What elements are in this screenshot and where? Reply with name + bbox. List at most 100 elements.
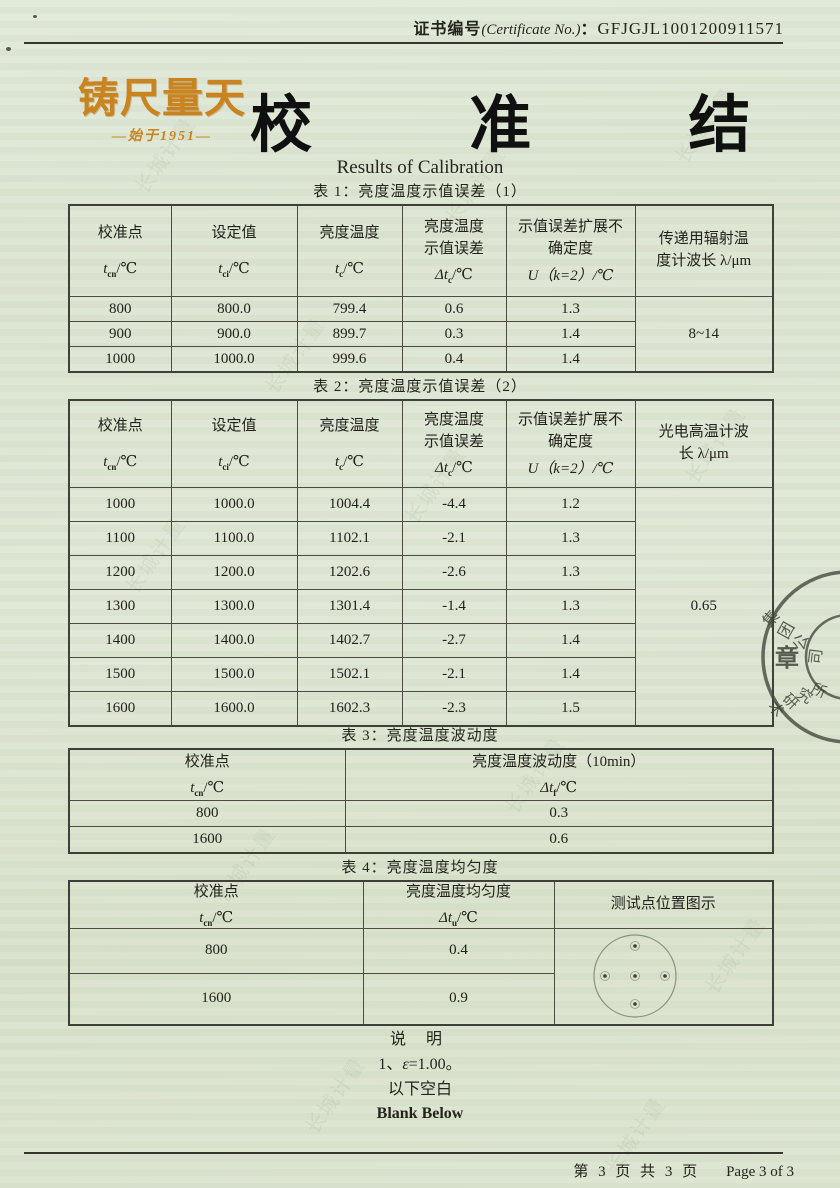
svg-text:究: 究	[794, 685, 816, 707]
table-row: 1600 1600.0 1602.3 -2.3 1.5	[68, 691, 773, 727]
footer-rule	[24, 1152, 783, 1154]
col-header-cal-point: 校准点 tcn/℃	[68, 204, 172, 297]
table-cell: 0.6	[401, 296, 507, 322]
table-cell: 799.4	[296, 296, 403, 322]
table-cell: -4.4	[401, 487, 507, 522]
table-row: 1000 1000.0 999.6 0.4 1.4	[68, 346, 773, 373]
table-fluctuation: 校准点 tcn/℃ 亮度温度波动度（10min） Δtf/℃ 800 0.3 1600 0…	[68, 748, 774, 854]
table-cell: 1.5	[505, 691, 636, 727]
col-header-indication-error: 亮度温度 示值误差 Δtc/℃	[401, 204, 507, 297]
table-header-row: 校准点 tcn/℃ 设定值 tci/℃ 亮度温度 tc/℃ 亮度温度 示值误差 Δtc/…	[68, 204, 774, 297]
table-cell: 1000	[68, 487, 172, 522]
institute-logo: 铸尺量天 —始于1951—	[72, 75, 252, 145]
table-indication-error-2: 校准点 tcn/℃ 设定值 tci/℃ 亮度温度 tc/℃ 亮度温度 示值误差 Δtc/…	[68, 399, 774, 727]
table-cell: 1600	[68, 826, 346, 854]
table-cell: 1.4	[505, 346, 636, 373]
table-cell: 1.4	[505, 623, 636, 658]
table-cell: 0.3	[401, 321, 507, 347]
table-cell: 1500	[68, 657, 172, 692]
table3-caption: 表 3：亮度温度波动度	[341, 728, 499, 744]
col-header-fluctuation: 亮度温度波动度（10min） Δtf/℃	[344, 748, 774, 801]
header-rule	[24, 42, 783, 44]
svg-text:所: 所	[809, 680, 830, 702]
table-cell: 1200	[68, 555, 172, 590]
table4-caption: 表 4：亮度温度均匀度	[341, 860, 499, 876]
table-row: 800 0.3	[68, 800, 774, 827]
certificate-number: GFJGJL1001200911571	[597, 19, 784, 38]
table-uniformity: 校准点 tcn/℃ 亮度温度均匀度 Δtu/℃ 测试点位置图示 800 0.4 160…	[68, 880, 774, 1026]
table-cell: 1000.0	[170, 346, 298, 373]
svg-text:章: 章	[775, 644, 799, 672]
table-row: 1600 0.9	[68, 972, 773, 1026]
blank-below-en: Blank Below	[376, 1105, 464, 1123]
table-cell: 0.4	[401, 346, 507, 373]
table-indication-error-1: 校准点 tcn/℃ 设定值 tci/℃ 亮度温度 tc/℃ 亮度温度 示值误差 Δtc/…	[68, 204, 774, 373]
table-cell: 1.3	[505, 521, 636, 556]
table-cell: 1000	[68, 346, 172, 373]
table-row: 1000 1000.0 1004.4 -4.4 1.2 0.65	[68, 487, 774, 727]
table-cell: 1.4	[505, 321, 636, 347]
table-cell: 999.6	[296, 346, 403, 373]
certificate-label-en: (Certificate No.)	[481, 22, 581, 38]
col-header-set-value: 设定值 tci/℃	[170, 399, 298, 488]
table-cell: 800	[68, 800, 346, 827]
table-row: 900 900.0 899.7 0.3 1.4	[68, 321, 773, 347]
col-header-luminance-temp: 亮度温度 tc/℃	[296, 204, 403, 297]
table-row: 800 0.4	[68, 927, 774, 1026]
page-number-cn: 第 3 页 共 3 页	[573, 1164, 701, 1180]
col-header-uniformity: 亮度温度均匀度 Δtu/℃	[362, 880, 555, 929]
svg-text:司: 司	[807, 647, 826, 665]
col-header-cal-point: 校准点 tcn/℃	[68, 748, 346, 801]
table-cell: 1.4	[505, 657, 636, 692]
note-emissivity: 1、ε=1.00。	[378, 1055, 462, 1073]
table3-block: 表 3：亮度温度波动度 校准点 tcn/℃ 亮度温度波动度（10min） Δtf/℃…	[68, 724, 774, 854]
col-header-test-point-diagram: 测试点位置图示	[553, 880, 774, 929]
table-cell: 1301.4	[296, 589, 403, 624]
col-header-cal-point: 校准点 tcn/℃	[68, 880, 364, 929]
table-cell: 800.0	[170, 296, 298, 322]
table-header-row: 校准点 tcn/℃ 设定值 tci/℃ 亮度温度 tc/℃ 亮度温度 示值误差 Δtc/…	[68, 399, 774, 488]
table-cell: 1.3	[505, 589, 636, 624]
table-cell: -2.1	[401, 657, 507, 692]
table-header-row: 校准点 tcn/℃ 亮度温度波动度（10min） Δtf/℃	[68, 748, 774, 801]
table-cell: 1100	[68, 521, 172, 556]
table-cell: -2.1	[401, 521, 507, 556]
table-cell: -1.4	[401, 589, 507, 624]
table-cell: 1004.4	[296, 487, 403, 522]
table-cell: 0.6	[344, 826, 774, 854]
table-cell: 900.0	[170, 321, 298, 347]
table-row: 1600 0.6	[68, 826, 774, 854]
table2-block: 表 2：亮度温度示值误差（2） 校准点 tcn/℃ 设定值 tci/℃ 亮度温度 tc…	[68, 375, 774, 727]
table-cell: -2.6	[401, 555, 507, 590]
table-cell: 8~14	[634, 296, 774, 373]
table-cell: 1.3	[505, 555, 636, 590]
page-title: 校 准 结 果	[250, 91, 840, 160]
table-cell: 1300.0	[170, 589, 298, 624]
col-header-wavelength: 光电高温计波 长 λ/μm	[634, 399, 774, 488]
table-row: 800 800.0 799.4 0.6 1.3 8~14	[68, 296, 774, 373]
page-number: 第 3 页 共 3 页 Page 3 of 3	[573, 1160, 794, 1181]
test-point-diagram	[593, 934, 677, 1018]
notes-block: 说 明 1、ε=1.00。 以下空白 Blank Below	[68, 1028, 772, 1127]
table-cell: 1.3	[505, 296, 636, 322]
table-cell	[553, 927, 774, 1026]
certificate-number-line: 证书编号(Certificate No.)：GFJGJL100120091157…	[413, 15, 784, 39]
table-cell: 1502.1	[296, 657, 403, 692]
table-row: 1500 1500.0 1502.1 -2.1 1.4	[68, 657, 773, 692]
table-cell: -2.3	[401, 691, 507, 727]
table-cell: 1402.7	[296, 623, 403, 658]
table-cell: 1.2	[505, 487, 636, 522]
col-header-cal-point: 校准点 tcn/℃	[68, 399, 172, 488]
table-cell: 1000.0	[170, 487, 298, 522]
table-cell: 1202.6	[296, 555, 403, 590]
table-cell: 1200.0	[170, 555, 298, 590]
table-cell: 1500.0	[170, 657, 298, 692]
table-cell: 0.3	[344, 800, 774, 827]
blank-below-cn: 以下空白	[387, 1080, 452, 1098]
table-cell: 800	[68, 927, 364, 974]
table-cell: 800	[68, 296, 172, 322]
table-cell: 1300	[68, 589, 172, 624]
logo-since-1951: —始于1951—	[112, 129, 212, 145]
table1-block: 表 1：亮度温度示值误差（1） 校准点 tcn/℃ 设定值 tci/℃ 亮度温度 tc…	[68, 180, 774, 373]
logo-motto: 铸尺量天	[78, 75, 246, 121]
